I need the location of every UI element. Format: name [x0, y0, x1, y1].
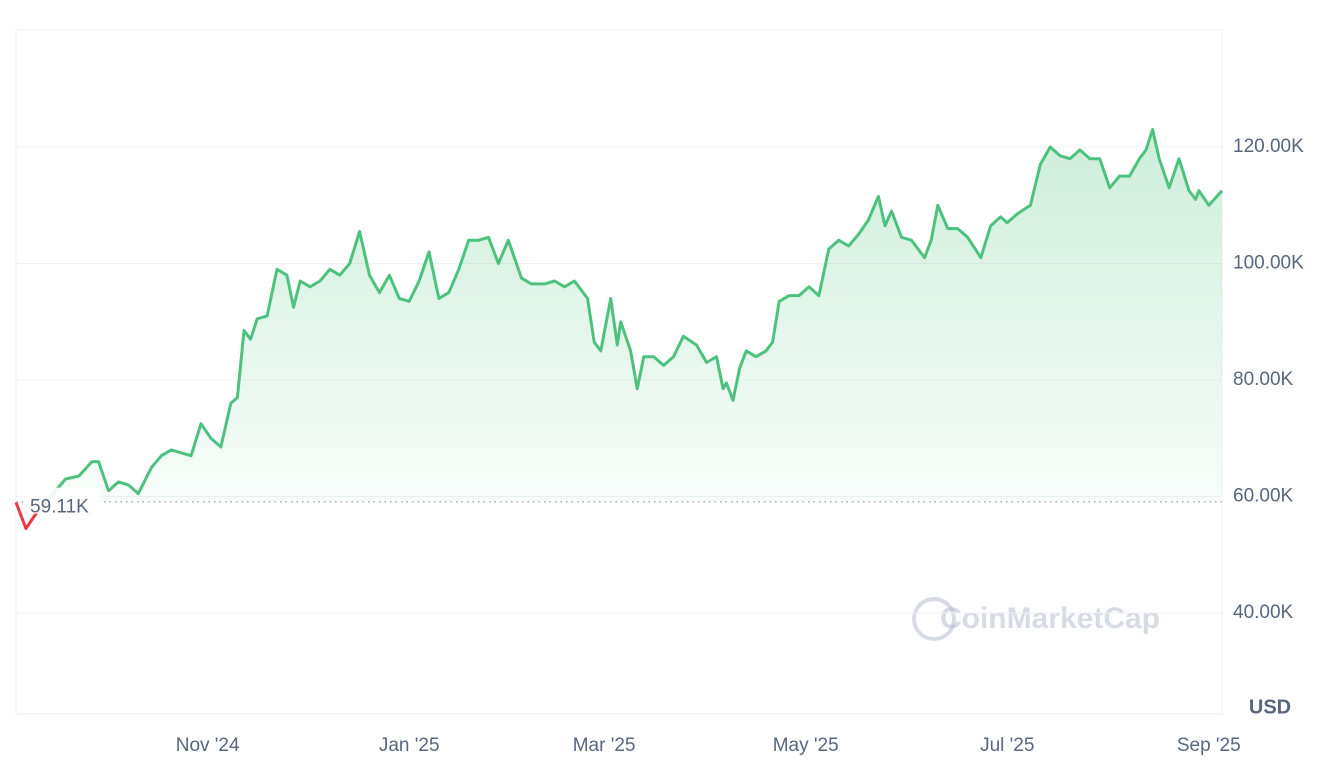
price-line: [14, 128, 1224, 530]
currency-label: USD: [1249, 696, 1291, 718]
x-tick-label: Nov '24: [176, 735, 240, 756]
x-tick-label: Sep '25: [1177, 735, 1241, 756]
y-tick-label: 80.00K: [1233, 369, 1294, 390]
baseline-label-bg: [24, 487, 100, 514]
y-tick-label: 100.00K: [1233, 253, 1304, 274]
x-tick-label: May '25: [773, 735, 839, 756]
y-tick-label: 60.00K: [1233, 486, 1294, 507]
y-tick-label: 40.00K: [1233, 602, 1294, 623]
x-tick-label: Jan '25: [379, 735, 440, 756]
watermark-logo: [912, 597, 956, 641]
area-fill: [16, 129, 1222, 529]
x-tick-label: Mar '25: [573, 735, 636, 756]
y-tick-label: 120.00K: [1233, 136, 1304, 157]
x-tick-label: Jul '25: [980, 735, 1034, 756]
baseline-label: 59.11K: [30, 497, 89, 518]
watermark: CoinMarketCap: [940, 602, 1160, 635]
